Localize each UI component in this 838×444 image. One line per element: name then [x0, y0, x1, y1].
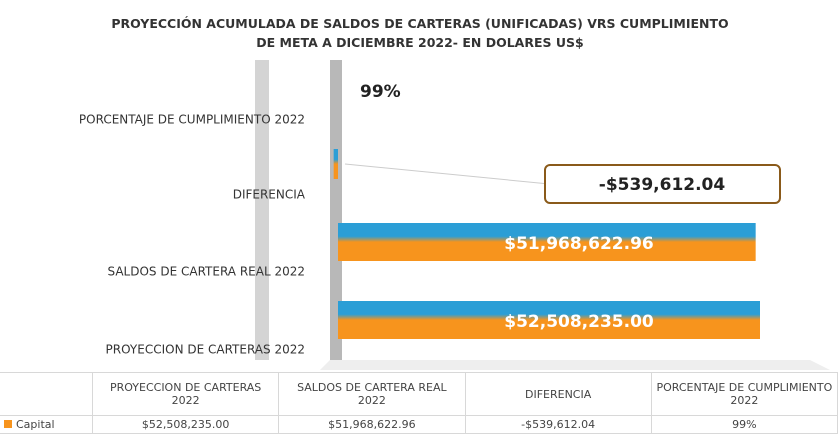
bar — [338, 223, 756, 261]
wall — [330, 60, 342, 360]
table-value: $51,968,622.96 — [278, 415, 466, 434]
category-label: SALDOS DE CARTERA REAL 2022 — [108, 265, 306, 279]
bar — [338, 301, 760, 339]
table-value: 99% — [650, 415, 838, 434]
legend-swatch — [4, 420, 12, 428]
floor — [320, 360, 830, 370]
table-header: PROYECCION DE CARTERAS 2022 — [91, 372, 280, 416]
category-label: DIFERENCIA — [233, 188, 306, 202]
value-label: 99% — [360, 82, 401, 102]
title-line: DE META A DICIEMBRE 2022- EN DOLARES US$ — [256, 35, 584, 50]
value-label: $52,508,235.00 — [504, 312, 654, 332]
table-header: SALDOS DE CARTERA REAL 2022 — [278, 372, 466, 416]
category-label: PORCENTAJE DE CUMPLIMIENTO 2022 — [79, 113, 305, 127]
chart-title: PROYECCIÓN ACUMULADA DE SALDOS DE CARTER… — [60, 14, 780, 52]
table-corner — [0, 372, 93, 416]
table-header: DIFERENCIA — [464, 372, 652, 416]
value-label: -$539,612.04 — [599, 175, 726, 195]
wall — [255, 60, 269, 360]
plot-area: PROYECCION DE CARTERAS 2022 $52,508,235.0… — [79, 60, 830, 370]
legend-label: Capital — [16, 418, 55, 431]
label-box — [544, 164, 781, 204]
table-value: -$539,612.04 — [464, 415, 652, 434]
bar — [333, 149, 338, 179]
leader-line — [344, 163, 581, 188]
data-table: PROYECCION DE CARTERAS 2022 SALDOS DE CAR… — [0, 372, 838, 434]
table-value: $52,508,235.00 — [91, 415, 280, 434]
table-header: PORCENTAJE DE CUMPLIMIENTO 2022 — [650, 372, 838, 416]
title-line: PROYECCIÓN ACUMULADA DE SALDOS DE CARTER… — [111, 16, 729, 31]
legend-entry: Capital — [0, 415, 93, 434]
category-label: PROYECCION DE CARTERAS 2022 — [106, 343, 305, 357]
value-label: $51,968,622.96 — [504, 234, 654, 254]
